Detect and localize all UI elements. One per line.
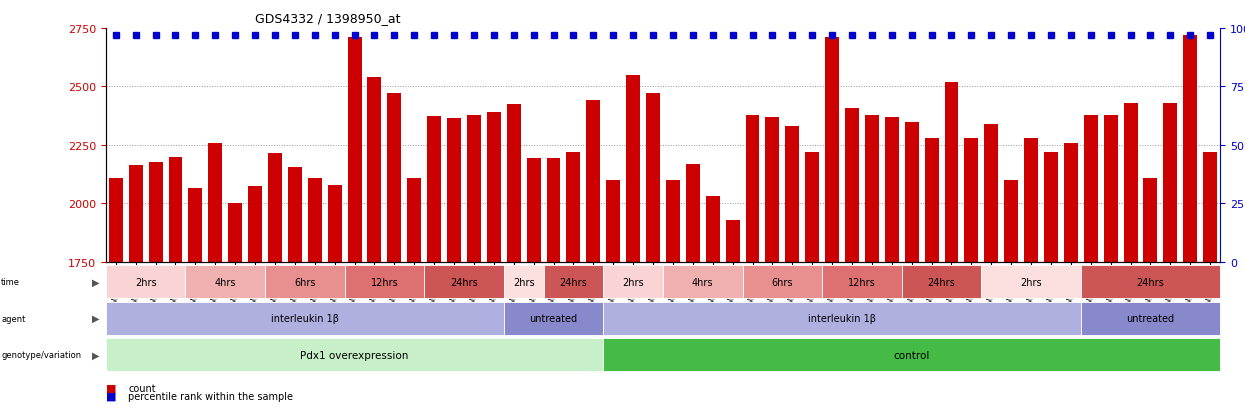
Text: 2hrs: 2hrs (513, 277, 534, 287)
Bar (208, 143, 222, 262)
Text: 6hrs: 6hrs (772, 277, 793, 287)
Bar (1183, 36, 1198, 262)
Bar (108, 178, 123, 262)
Bar (387, 94, 401, 262)
Bar (447, 119, 461, 262)
Bar (268, 154, 281, 262)
Text: ▶: ▶ (92, 313, 100, 323)
Bar (1005, 180, 1018, 262)
Bar (407, 178, 421, 262)
Bar (586, 101, 600, 262)
Text: 24hrs: 24hrs (559, 277, 588, 287)
Bar (1123, 104, 1138, 262)
Bar (1104, 115, 1118, 262)
Bar (825, 38, 839, 262)
Bar (1084, 115, 1098, 262)
Bar (507, 105, 520, 262)
Text: count: count (128, 383, 156, 393)
Bar (845, 108, 859, 262)
Bar (985, 125, 998, 262)
Text: time: time (1, 278, 20, 287)
Text: 12hrs: 12hrs (848, 277, 875, 287)
Bar (686, 164, 700, 262)
Bar (706, 197, 720, 262)
Bar (746, 115, 759, 262)
Bar (726, 220, 740, 262)
Text: interleukin 1β: interleukin 1β (808, 313, 876, 323)
Bar (806, 152, 819, 262)
Bar (786, 127, 799, 262)
Text: 24hrs: 24hrs (451, 277, 478, 287)
Bar (1143, 178, 1158, 262)
Bar (766, 118, 779, 262)
Bar (905, 122, 919, 262)
Bar (1163, 104, 1178, 262)
Bar (228, 204, 242, 262)
Bar (1064, 143, 1078, 262)
Bar (1025, 139, 1038, 262)
Bar (288, 168, 301, 262)
Bar (626, 76, 640, 262)
Bar (945, 83, 959, 262)
Bar (965, 139, 979, 262)
Text: 4hrs: 4hrs (214, 277, 237, 287)
Text: 2hrs: 2hrs (134, 277, 157, 287)
Bar (566, 152, 580, 262)
Bar (308, 178, 321, 262)
Text: ■: ■ (106, 383, 116, 393)
Bar (885, 118, 899, 262)
Bar (427, 116, 441, 262)
Bar (148, 163, 163, 262)
Text: GDS4332 / 1398950_at: GDS4332 / 1398950_at (255, 12, 401, 25)
Bar (547, 159, 560, 262)
Text: 6hrs: 6hrs (294, 277, 315, 287)
Bar (487, 113, 500, 262)
Text: ▶: ▶ (92, 350, 100, 360)
Bar (1045, 152, 1058, 262)
Text: percentile rank within the sample: percentile rank within the sample (128, 391, 294, 401)
Text: genotype/variation: genotype/variation (1, 350, 81, 359)
Bar (128, 166, 143, 262)
Text: untreated: untreated (1127, 313, 1174, 323)
Text: 24hrs: 24hrs (1137, 277, 1164, 287)
Bar (347, 38, 361, 262)
Text: 12hrs: 12hrs (371, 277, 398, 287)
Text: Pdx1 overexpression: Pdx1 overexpression (300, 350, 408, 360)
Bar (925, 139, 939, 262)
Bar (646, 94, 660, 262)
Text: 4hrs: 4hrs (692, 277, 713, 287)
Bar (666, 180, 680, 262)
Text: 2hrs: 2hrs (1020, 277, 1042, 287)
Text: ■: ■ (106, 391, 116, 401)
Text: agent: agent (1, 314, 26, 323)
Bar (367, 78, 381, 262)
Bar (168, 157, 183, 262)
Bar (527, 159, 540, 262)
Text: interleukin 1β: interleukin 1β (271, 313, 339, 323)
Bar (188, 189, 203, 262)
Bar (1203, 152, 1218, 262)
Text: ▶: ▶ (92, 277, 100, 287)
Bar (606, 180, 620, 262)
Bar (327, 185, 341, 262)
Bar (248, 186, 261, 262)
Bar (467, 115, 481, 262)
Text: 24hrs: 24hrs (928, 277, 955, 287)
Bar (865, 115, 879, 262)
Text: 2hrs: 2hrs (622, 277, 644, 287)
Text: control: control (894, 350, 930, 360)
Text: untreated: untreated (529, 313, 578, 323)
